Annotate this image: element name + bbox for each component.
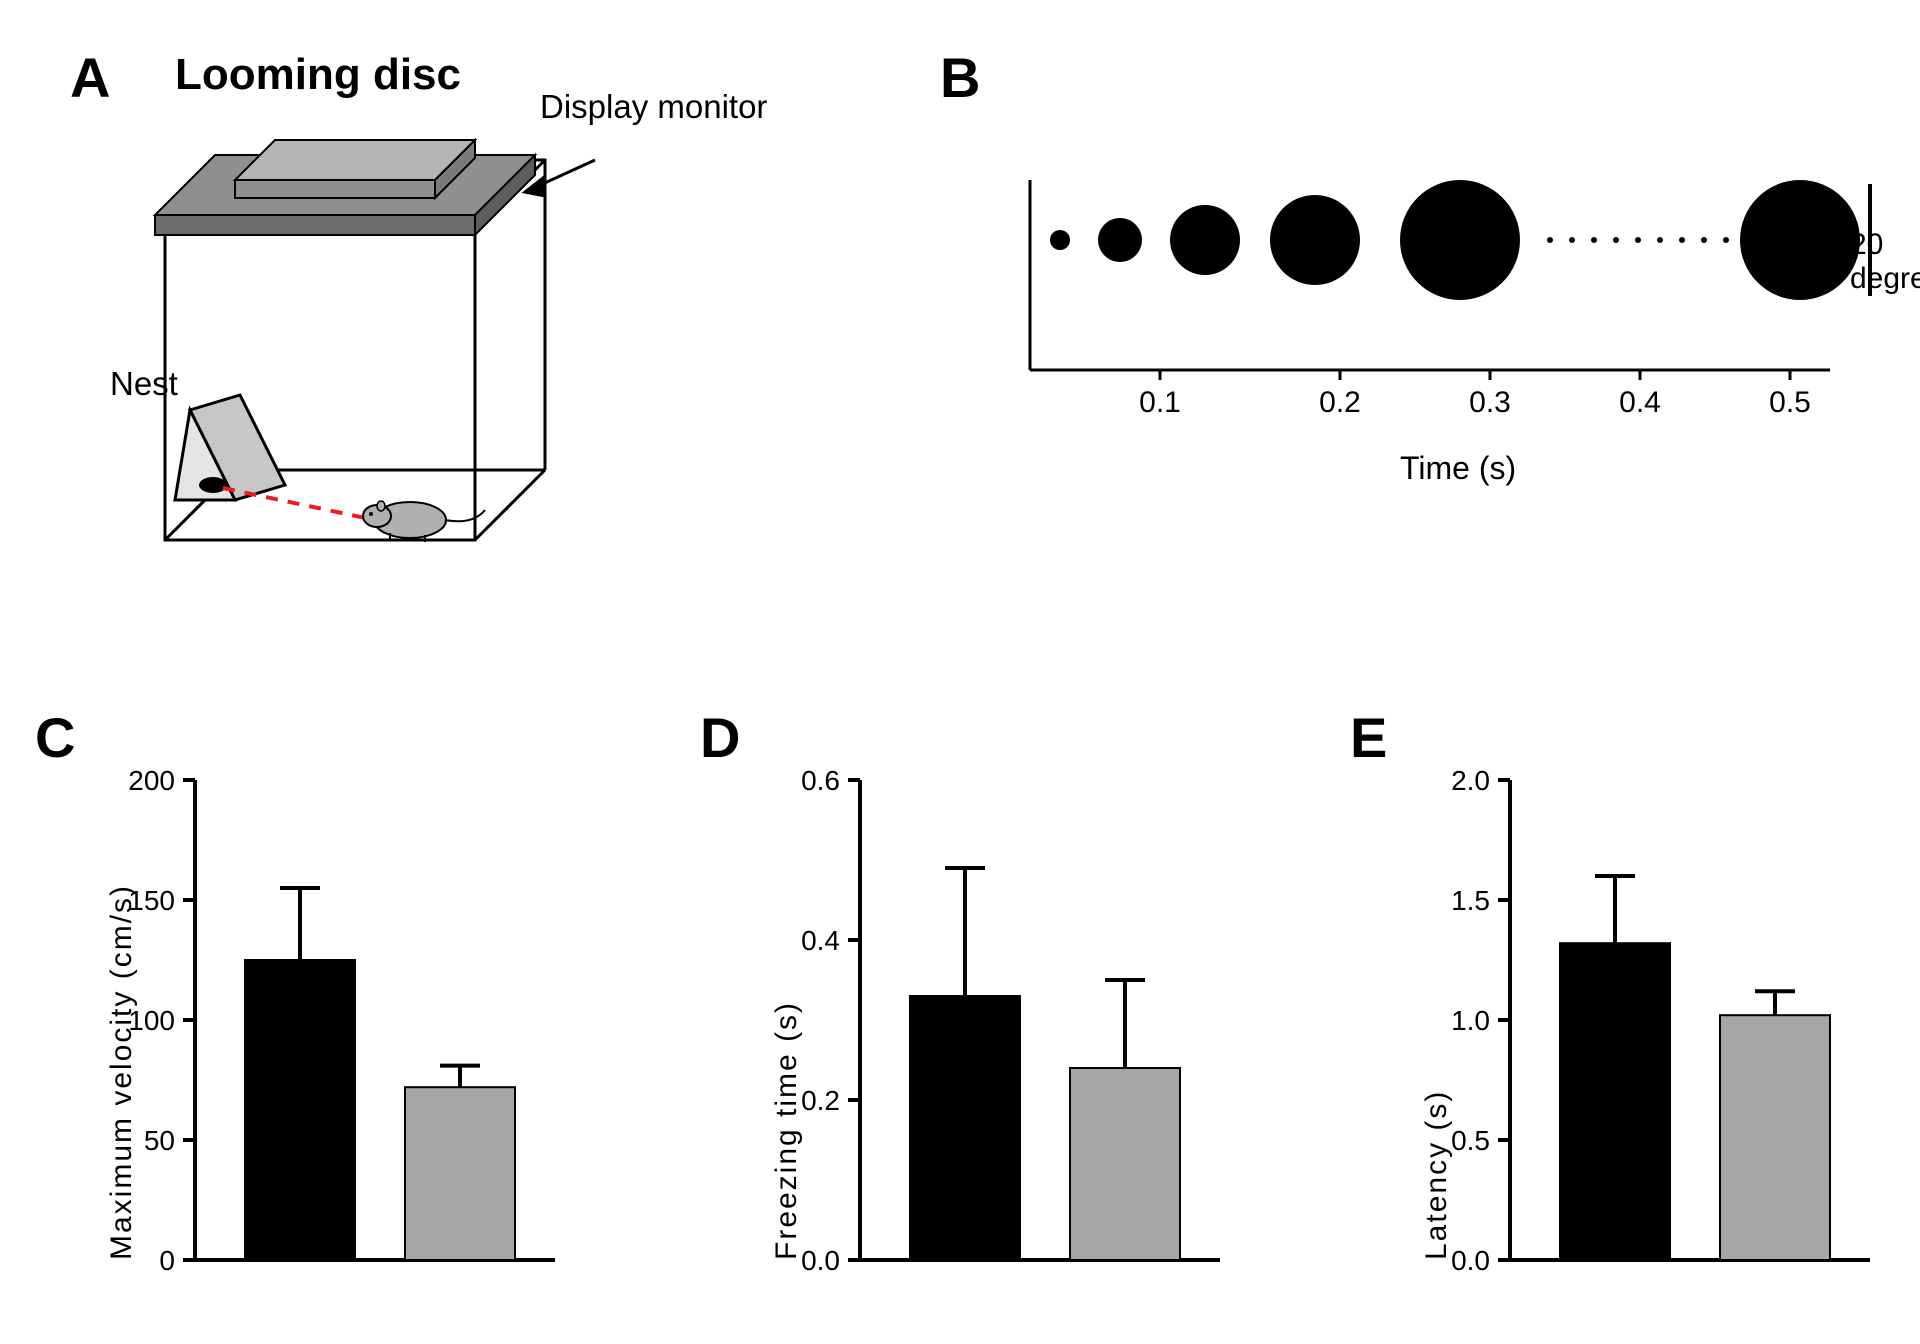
svg-text:0.4: 0.4 [1619,386,1661,419]
svg-text:150: 150 [128,885,175,916]
panel-d: D Freezing time (s) 0.00.20.40.6 [700,700,1250,1320]
panel-a: A Looming disc Display monitor Nest [70,40,770,580]
panel-c: C Maximum velocity (cm/s) 050100150200 [35,700,585,1320]
svg-text:0.2: 0.2 [801,1085,840,1116]
display-monitor-icon [155,140,535,235]
scale-label: 20 degrees [1850,228,1920,296]
svg-text:1.0: 1.0 [1451,1005,1490,1036]
svg-text:0.0: 0.0 [1451,1245,1490,1276]
svg-text:1.5: 1.5 [1451,885,1490,916]
chart-c: 0 50 100 150 200 [75,740,555,1300]
svg-text:0.6: 0.6 [801,765,840,796]
panel-d-letter: D [700,705,740,770]
svg-text:50: 50 [144,1125,175,1156]
svg-text:0.5: 0.5 [1451,1125,1490,1156]
panel-a-letter: A [70,45,110,110]
svg-text:0.4: 0.4 [801,925,840,956]
svg-text:0.5: 0.5 [1769,386,1811,419]
svg-text:200: 200 [128,765,175,796]
svg-text:0.2: 0.2 [1319,386,1361,419]
laser-line [223,488,375,520]
chart-d: 0.0 0.2 0.4 0.6 [740,740,1220,1300]
panel-c-letter: C [35,705,75,770]
panel-b: B 0.10.20.30.40.5 Time (s) 20 degrees [940,40,1880,580]
mouse-icon [363,501,485,542]
apparatus-diagram [115,120,815,580]
svg-text:0: 0 [159,1245,175,1276]
svg-text:0.3: 0.3 [1469,386,1511,419]
svg-text:0.1: 0.1 [1139,386,1181,419]
svg-text:100: 100 [128,1005,175,1036]
looming-timeline: 0.1 0.2 0.3 0.4 0.5 [970,140,1910,480]
panel-a-title: Looming disc [175,50,461,100]
nest-icon [175,395,285,500]
panel-b-xlabel: Time (s) [1400,450,1516,487]
chart-e: 0.0 0.5 1.0 1.5 2.0 [1390,740,1870,1300]
panel-e: E Latency (s) 0.00.51.01.52.0 [1350,700,1900,1320]
panel-e-letter: E [1350,705,1387,770]
panel-b-letter: B [940,45,980,110]
svg-text:0.0: 0.0 [801,1245,840,1276]
svg-text:2.0: 2.0 [1451,765,1490,796]
